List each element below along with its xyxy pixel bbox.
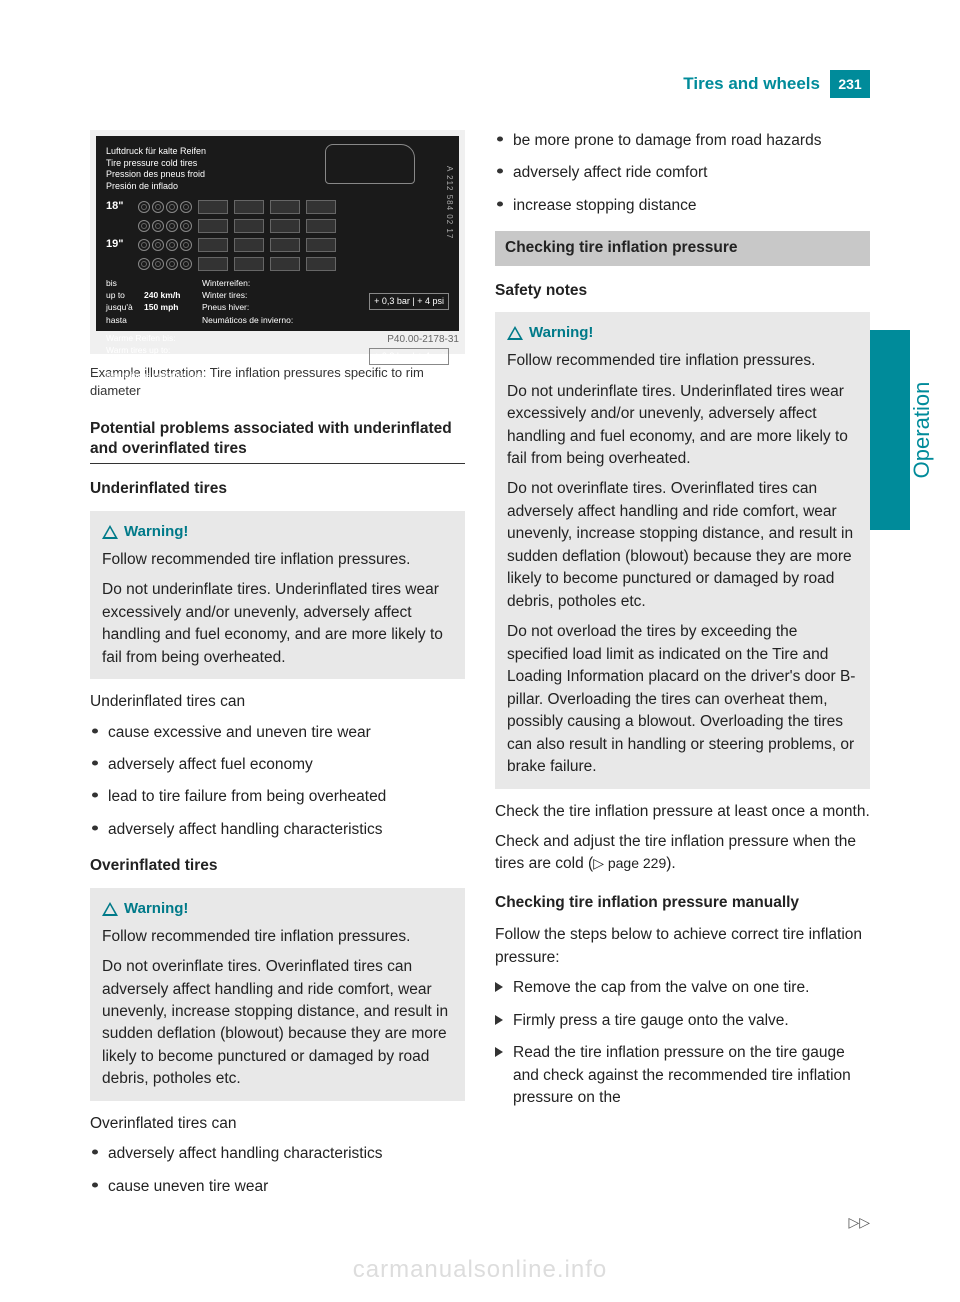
side-tab-bg (870, 330, 910, 530)
adjust-box-2: + 0,3 bar | + 4 psi (369, 348, 449, 365)
placard-row-18: 18" (106, 199, 449, 215)
heading-checking-pressure: Checking tire inflation pressure (495, 231, 870, 265)
page-xref[interactable]: ▷ page 229 (593, 855, 666, 871)
list-item: be more prone to damage from road hazard… (495, 130, 870, 152)
manual-intro: Follow the steps below to achieve correc… (495, 924, 870, 969)
list-item: adversely affect handling characteristic… (90, 1143, 465, 1165)
overinflated-list-part1: adversely affect handling characteristic… (90, 1143, 465, 1198)
warning-label: Warning! (124, 521, 188, 543)
heading-checking-manually: Checking tire inflation pressure manuall… (495, 892, 870, 914)
warning-text: Do not underinflate tires. Underinflated… (102, 579, 453, 669)
under-intro: Underinflated tires can (90, 691, 465, 713)
check-cold-text: Check and adjust the tire inflation pres… (495, 831, 870, 876)
placard-row-19b (106, 257, 449, 271)
warning-label: Warning! (124, 898, 188, 920)
warning-label: Warning! (529, 322, 593, 344)
warning-triangle-icon (102, 525, 118, 539)
warning-header: Warning! (507, 322, 858, 344)
warning-text: Follow recommended tire inflation pressu… (507, 350, 858, 372)
step-item: Remove the cap from the valve on one tir… (495, 977, 870, 999)
warning-triangle-icon (507, 326, 523, 340)
list-item: adversely affect handling characteristic… (90, 819, 465, 841)
side-tab-label: Operation (906, 330, 938, 530)
heading-safety-notes: Safety notes (495, 280, 870, 302)
page-content: Tires and wheels 231 Operation A 212 584… (90, 70, 870, 1240)
heading-problems: Potential problems associated with under… (90, 419, 465, 464)
warning-text: Do not overinflate tires. Overinflated t… (102, 956, 453, 1091)
placard-part-number: A 212 584 02 17 (443, 166, 455, 239)
warning-header: Warning! (102, 521, 453, 543)
warning-text: Do not underinflate tires. Underinflated… (507, 381, 858, 471)
list-item: increase stopping distance (495, 195, 870, 217)
rim-19-label: 19" (106, 237, 132, 253)
warning-box-overinflated: Warning! Follow recommended tire inflati… (90, 888, 465, 1101)
check-monthly-text: Check the tire inflation pressure at lea… (495, 801, 870, 823)
warning-box-safety: Warning! Follow recommended tire inflati… (495, 312, 870, 788)
list-item: adversely affect ride comfort (495, 162, 870, 184)
watermark: carmanualsonline.info (0, 1253, 960, 1288)
step-item: Firmly press a tire gauge onto the valve… (495, 1010, 870, 1032)
tire-icons (138, 201, 192, 213)
underinflated-list: cause excessive and uneven tire wear adv… (90, 722, 465, 842)
warning-text: Follow recommended tire inflation pressu… (102, 926, 453, 948)
warning-text: Do not overload the tires by exceeding t… (507, 621, 858, 778)
two-column-content: A 212 584 02 17 Luftdruck für kalte Reif… (90, 130, 870, 1208)
over-intro: Overinflated tires can (90, 1113, 465, 1135)
continue-marker: ▷▷ (848, 1212, 870, 1232)
header-title: Tires and wheels (683, 70, 830, 98)
placard-row-18b (106, 219, 449, 233)
right-column: be more prone to damage from road hazard… (495, 130, 870, 1208)
left-column: A 212 584 02 17 Luftdruck für kalte Reif… (90, 130, 465, 1208)
overinflated-list-part2: be more prone to damage from road hazard… (495, 130, 870, 217)
car-outline-icon (325, 144, 415, 184)
placard-warm-row: Warme Reifen bis: Warm tires up to: Pneu… (106, 332, 449, 381)
list-item: adversely affect fuel economy (90, 754, 465, 776)
list-item: cause uneven tire wear (90, 1176, 465, 1198)
list-item: cause excessive and uneven tire wear (90, 722, 465, 744)
page-number: 231 (830, 70, 870, 98)
step-item: Read the tire inflation pressure on the … (495, 1042, 870, 1109)
tire-placard-figure: A 212 584 02 17 Luftdruck für kalte Reif… (90, 130, 465, 354)
warning-text: Follow recommended tire inflation pressu… (102, 549, 453, 571)
manual-steps-list: Remove the cap from the valve on one tir… (495, 977, 870, 1109)
warning-text: Do not overinflate tires. Overinflated t… (507, 478, 858, 613)
adjust-box-1: + 0,3 bar | + 4 psi (369, 293, 449, 310)
rim-18-label: 18" (106, 199, 132, 215)
header-bar: Tires and wheels 231 (683, 70, 870, 98)
list-item: lead to tire failure from being overheat… (90, 786, 465, 808)
placard: A 212 584 02 17 Luftdruck für kalte Reif… (96, 136, 459, 331)
heading-underinflated: Underinflated tires (90, 478, 465, 500)
placard-row-19: 19" (106, 237, 449, 253)
placard-speed-row: bis up to jusqu'à hasta 240 km/h 150 mph… (106, 277, 449, 326)
warning-triangle-icon (102, 902, 118, 916)
warning-box-underinflated: Warning! Follow recommended tire inflati… (90, 511, 465, 679)
warning-header: Warning! (102, 898, 453, 920)
heading-overinflated: Overinflated tires (90, 855, 465, 877)
